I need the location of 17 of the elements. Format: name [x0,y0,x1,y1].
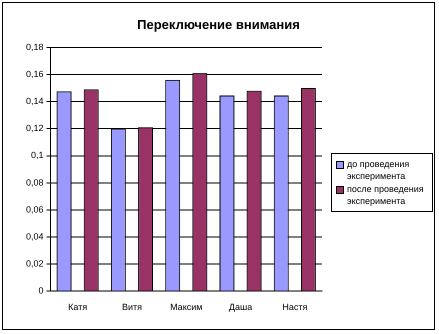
chart-title: Переключение внимания [136,17,301,32]
y-tick-label: 0,02 [26,258,44,269]
y-tick-label: 0,1 [31,150,44,160]
y-tick-label: 0,12 [26,123,44,134]
y-tick-label: 0 [38,286,44,296]
x-tick-label: Максим [170,302,202,312]
y-tick-label: 0,08 [26,177,44,188]
x-tick-label: Катя [68,302,88,312]
legend-label: после проведения эксперимента [347,183,425,207]
x-tick-label: Даша [228,302,252,312]
y-tick-label: 0,06 [26,204,44,214]
x-tick-label: Настя [282,302,308,312]
x-tick-label: Витя [122,302,142,312]
y-tick-label: 0,14 [26,96,44,106]
y-tick-label: 0,04 [26,232,44,242]
y-tick-label: 0,18 [26,42,44,52]
y-tick-label: 0,16 [26,68,44,79]
